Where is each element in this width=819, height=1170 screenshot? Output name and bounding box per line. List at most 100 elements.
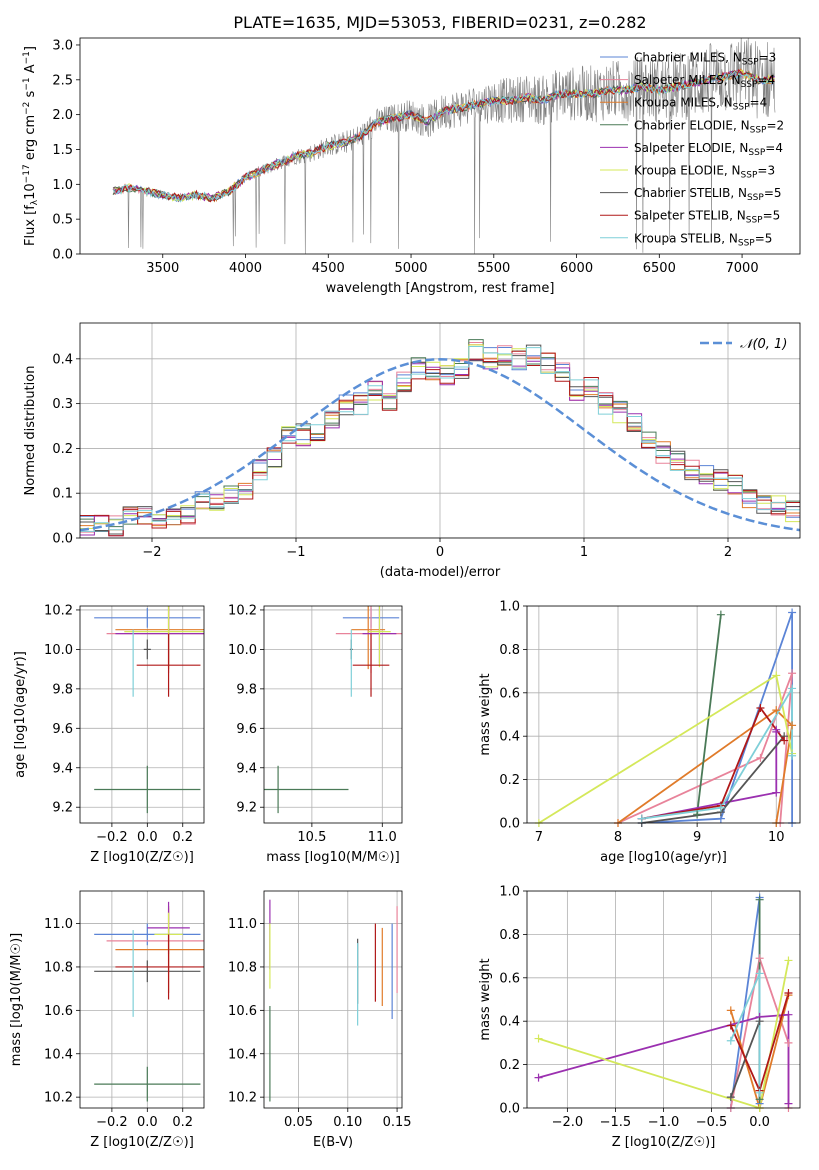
series-line-kroupa_miles bbox=[729, 994, 790, 1108]
axes-frame bbox=[79, 605, 205, 824]
plot-area bbox=[527, 891, 800, 1108]
x-tick-label: 0.15 bbox=[383, 1115, 412, 1130]
y-axis-label: Flux [fλ10−17 erg cm−2 s−1 A−1] bbox=[22, 46, 40, 246]
series-line-chabrier_elodie bbox=[696, 614, 722, 815]
x-tick-label: 0 bbox=[436, 545, 444, 560]
x-tick-label: 1 bbox=[580, 545, 588, 560]
x-tick-label: 0.10 bbox=[333, 1115, 362, 1130]
y-tick-label: 0.2 bbox=[499, 1058, 520, 1073]
x-tick-label: 3500 bbox=[146, 261, 179, 276]
y-tick-label: 9.4 bbox=[236, 761, 257, 776]
series-marker-kroupa_miles bbox=[772, 706, 781, 715]
x-axis-label: wavelength [Angstrom, rest frame] bbox=[326, 281, 555, 296]
y-axis-label: age [log10(age/yr)] bbox=[13, 651, 28, 778]
axes-frame bbox=[526, 890, 801, 1109]
x-tick-label: 0.0 bbox=[749, 1115, 770, 1130]
x-tick-label: 8 bbox=[614, 830, 622, 845]
x-tick-label: 5000 bbox=[394, 261, 427, 276]
x-tick-label: −1 bbox=[286, 545, 305, 560]
y-tick-label: 9.6 bbox=[52, 722, 73, 737]
x-axis-label: E(B-V) bbox=[313, 1135, 353, 1150]
x-tick-label: 6500 bbox=[643, 261, 676, 276]
series-marker-kroupa_elodie bbox=[784, 956, 793, 965]
y-tick-label: 0.2 bbox=[499, 773, 520, 788]
legend-label: Chabrier ELODIE, NSSP=2 bbox=[634, 118, 784, 135]
y-tick-label: 2.0 bbox=[52, 108, 73, 123]
y-axis-label: mass weight bbox=[478, 958, 493, 1040]
plot-area bbox=[80, 606, 204, 823]
x-axis-label: age [log10(age/yr)] bbox=[600, 850, 727, 865]
series-marker-salpeter_stelib bbox=[756, 703, 765, 712]
x-tick-label: 4500 bbox=[312, 261, 345, 276]
x-tick-label: 10.5 bbox=[297, 830, 326, 845]
y-tick-label: 10.2 bbox=[44, 1091, 73, 1106]
series-marker-kroupa_stelib bbox=[788, 684, 797, 693]
plot-area bbox=[80, 323, 800, 538]
y-axis-label: mass [log10(M/M☉)] bbox=[9, 933, 24, 1066]
series-marker-chabrier_stelib bbox=[755, 1017, 764, 1026]
panel-massweight_vs_Z: −2.0 −1.5 −1.0 −0.5 0.0 0.0 0.2 0.4 0.6 0.8 1.0 Z [… bbox=[478, 885, 801, 1150]
x-tick-label: 7 bbox=[535, 830, 543, 845]
panel-mass_vs_Z: −0.2 0.0 0.2 10.2 10.4 10.6 10.8 11.0 Z [log10(Z… bbox=[9, 890, 205, 1150]
series-marker-salpeter_elodie bbox=[784, 1010, 793, 1019]
legend-label: Salpeter MILES, NSSP=4 bbox=[634, 73, 775, 90]
series-line-chabrier_miles bbox=[729, 897, 761, 1108]
model-line-salpeter_stelib bbox=[112, 68, 775, 203]
y-tick-label: 11.0 bbox=[44, 917, 73, 932]
y-tick-label: 10.0 bbox=[44, 643, 73, 658]
y-tick-label: 10.8 bbox=[228, 960, 257, 975]
y-tick-label: 0.0 bbox=[52, 532, 73, 547]
y-tick-label: 3.0 bbox=[52, 38, 73, 53]
y-tick-label: 10.6 bbox=[44, 1004, 73, 1019]
series-line-salpeter_elodie bbox=[538, 1013, 790, 1104]
y-tick-label: 0.0 bbox=[52, 248, 73, 263]
plot-area bbox=[264, 606, 402, 823]
gaussian-curve bbox=[80, 358, 800, 532]
legend-label: Kroupa STELIB, NSSP=5 bbox=[634, 231, 772, 248]
y-tick-label: 1.0 bbox=[499, 600, 520, 615]
y-axis-label: Normed distribution bbox=[23, 366, 38, 496]
x-tick-label: 2 bbox=[724, 545, 732, 560]
y-axis-label: mass weight bbox=[478, 673, 493, 755]
y-tick-label: 0.6 bbox=[499, 971, 520, 986]
x-axis-label: mass [log10(M/M☉)] bbox=[266, 850, 399, 865]
model-line-kroupa_stelib bbox=[112, 70, 775, 203]
y-tick-label: 9.8 bbox=[52, 682, 73, 697]
x-tick-label: −0.2 bbox=[96, 830, 128, 845]
x-axis-label: Z [log10(Z/Z☉)] bbox=[90, 850, 194, 865]
y-tick-label: 1.5 bbox=[52, 143, 73, 158]
legend-label: Kroupa MILES, NSSP=4 bbox=[634, 96, 767, 113]
y-tick-label: 0.8 bbox=[499, 928, 520, 943]
y-tick-label: 10.4 bbox=[228, 1047, 257, 1062]
x-tick-label: −0.5 bbox=[696, 1115, 728, 1130]
axes-frame bbox=[263, 890, 403, 1109]
x-axis-label: Z [log10(Z/Z☉)] bbox=[612, 1135, 716, 1150]
y-tick-label: 0.4 bbox=[499, 1015, 520, 1030]
y-tick-label: 0.6 bbox=[499, 686, 520, 701]
y-tick-label: 9.8 bbox=[236, 682, 257, 697]
axes-frame bbox=[79, 37, 801, 255]
y-tick-label: 10.4 bbox=[44, 1047, 73, 1062]
series-marker-salpeter_miles bbox=[788, 669, 797, 678]
axes-frame bbox=[79, 890, 205, 1109]
series-line-kroupa_elodie bbox=[538, 960, 790, 1108]
y-tick-label: 0.0 bbox=[499, 817, 520, 832]
plot-area bbox=[264, 891, 402, 1108]
y-tick-label: 10.0 bbox=[228, 643, 257, 658]
series-marker-salpeter_stelib bbox=[780, 736, 789, 745]
legend-label: Chabrier MILES, NSSP=3 bbox=[634, 51, 776, 68]
y-tick-label: 11.0 bbox=[228, 917, 257, 932]
legend-label: 𝒩(0, 1) bbox=[740, 337, 787, 352]
legend-label: Salpeter STELIB, NSSP=5 bbox=[634, 209, 780, 226]
legend-label: Chabrier STELIB, NSSP=5 bbox=[634, 186, 782, 203]
panel-spectrum: 3500 4000 4500 5000 5500 6000 6500 7000 0.0 0.5 1.… bbox=[22, 37, 801, 296]
y-tick-label: 0.4 bbox=[52, 352, 73, 367]
x-tick-label: 7000 bbox=[726, 261, 759, 276]
series-marker-kroupa_miles bbox=[726, 1006, 735, 1015]
series-marker-chabrier_stelib bbox=[726, 1093, 735, 1102]
series-marker-chabrier_elodie bbox=[755, 895, 764, 904]
axes-frame bbox=[526, 605, 801, 824]
series-marker-salpeter_elodie bbox=[772, 788, 781, 797]
y-tick-label: 10.2 bbox=[228, 603, 257, 618]
